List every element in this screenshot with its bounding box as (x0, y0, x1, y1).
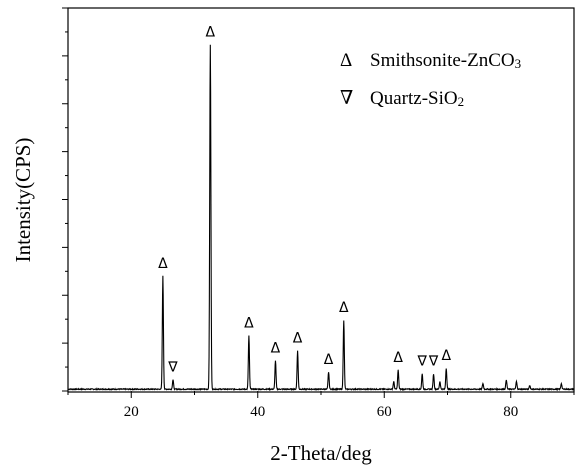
smithsonite-peak-marker: Δ (293, 331, 303, 347)
legend-marker-smithsonite: Δ (340, 50, 352, 71)
smithsonite-peak-marker: Δ (244, 315, 254, 331)
legend-item-quartz: ∇ Quartz-SiO2 (340, 88, 464, 109)
legend-label-quartz-text: Quartz-SiO (370, 88, 458, 109)
legend-label-smithsonite-text: Smithsonite-ZnCO (370, 50, 515, 71)
smithsonite-peak-marker: Δ (339, 300, 349, 316)
x-tick-label: 80 (503, 404, 518, 420)
smithsonite-peak-marker: Δ (158, 256, 168, 272)
smithsonite-peak-marker: Δ (206, 24, 216, 40)
x-tick-label: 40 (250, 404, 265, 420)
legend-label-smithsonite-subscript: 3 (515, 56, 522, 71)
quartz-peak-marker: ∇ (417, 354, 428, 370)
smithsonite-peak-marker: Δ (393, 350, 403, 366)
x-tick-label: 20 (124, 404, 139, 420)
x-tick-label: 60 (377, 404, 392, 420)
smithsonite-peak-marker: Δ (441, 348, 451, 364)
legend-marker-quartz: ∇ (340, 88, 353, 109)
legend: Δ Smithsonite-ZnCO3 ∇ Quartz-SiO2 (340, 50, 521, 109)
series-layer (67, 44, 575, 392)
x-tick-labels: 20 40 60 80 (124, 404, 519, 420)
legend-label-smithsonite: Smithsonite-ZnCO3 (370, 50, 521, 71)
smithsonite-peak-marker: Δ (324, 352, 334, 368)
x-axis-title: 2-Theta/deg (270, 441, 372, 465)
quartz-peak-marker: ∇ (167, 359, 178, 375)
smithsonite-peak-marker: Δ (271, 340, 281, 356)
legend-label-quartz: Quartz-SiO2 (370, 88, 464, 109)
y-axis-title: Intensity(CPS) (11, 138, 35, 263)
legend-item-smithsonite: Δ Smithsonite-ZnCO3 (340, 50, 521, 71)
y-axis-ticks (62, 7, 68, 392)
plot-frame (67, 7, 575, 393)
quartz-peak-marker: ∇ (428, 354, 439, 370)
legend-label-quartz-subscript: 2 (458, 94, 465, 109)
xrd-pattern-line (67, 44, 575, 392)
